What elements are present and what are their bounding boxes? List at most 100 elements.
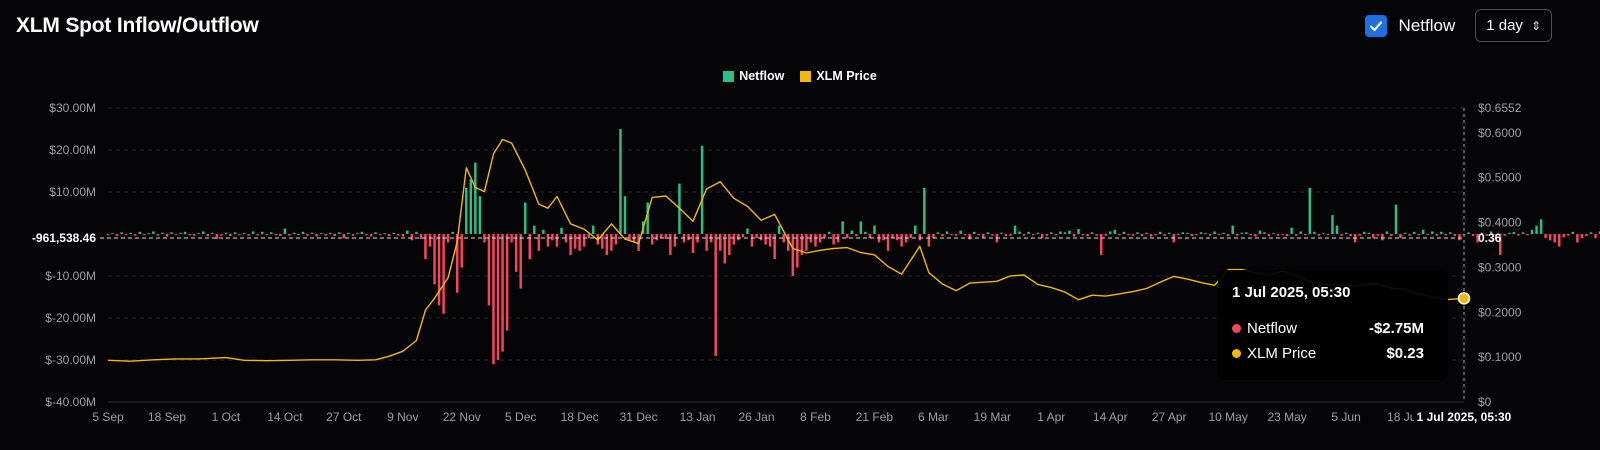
netflow-bar [1408,234,1411,236]
x-tick-label: 14 Oct [267,410,303,424]
netflow-bar [1231,225,1234,234]
netflow-bar [1349,234,1352,237]
netflow-bar [1322,233,1325,235]
netflow-bar [1426,234,1429,235]
netflow-bar [324,234,327,236]
netflow-bar [397,234,400,236]
legend-item-price[interactable]: XLM Price [800,69,877,83]
netflow-bar [519,234,522,289]
netflow-bar [1580,234,1584,239]
netflow-bar [1240,232,1244,234]
netflow-bar [1059,231,1062,234]
netflow-bar [1512,231,1516,234]
netflow-bar [1154,234,1157,236]
netflow-bar [791,234,795,276]
netflow-bar [1557,234,1561,247]
netflow-bar [528,234,532,260]
netflow-bar [1267,234,1271,237]
netflow-bar [220,234,223,236]
netflow-checkbox[interactable] [1364,14,1387,37]
netflow-bar [279,234,282,237]
netflow-bar [1131,234,1135,236]
netflow-bar [1526,234,1529,236]
netflow-bar [818,234,822,243]
netflow-bar [1090,232,1094,234]
tooltip-dot-netflow [1232,324,1241,333]
netflow-bar [1412,231,1416,234]
netflow-bar [868,234,872,239]
up-down-chevron-icon: ⇕ [1530,18,1541,33]
netflow-bar [1063,232,1067,234]
netflow-bar [143,234,146,236]
netflow-bar [201,231,205,234]
netflow-bar [478,196,482,234]
netflow-bar [714,234,717,356]
netflow-bar [1435,234,1439,236]
netflow-bar [982,234,985,238]
netflow-bar [787,234,790,251]
netflow-bar [523,202,527,234]
netflow-bar [1403,232,1407,234]
netflow-bar [374,232,377,234]
netflow-bar [1376,234,1380,236]
netflow-bar [256,234,259,236]
netflow-bar [1548,234,1552,241]
tooltip-date: 1 Jul 2025, 05:30 [1232,284,1351,301]
netflow-bar [265,234,268,235]
y-left-tick-label: $-10.00M [45,269,96,283]
netflow-bar [365,234,368,236]
netflow-bar [378,234,382,236]
netflow-bar [886,234,890,251]
netflow-bar [1362,231,1366,234]
netflow-bar [1104,234,1107,236]
tooltip-row-netflow: Netflow -$2.75M [1232,320,1424,337]
netflow-bar [274,234,278,236]
y-right-tick-label: $0.1000 [1478,350,1522,364]
legend-item-netflow[interactable]: Netflow [723,69,784,83]
x-tick-label: 8 Feb [800,410,831,424]
netflow-bar [1213,231,1216,234]
netflow-bar [120,232,123,234]
legend-label-price: XLM Price [816,69,877,83]
netflow-bar [932,234,935,239]
netflow-bar [542,229,545,234]
netflow-bar [660,234,663,239]
netflow-bar [1263,232,1266,234]
netflow-bar [1394,204,1398,234]
netflow-bar [1453,234,1457,237]
netflow-bar [410,234,414,241]
netflow-bar [923,187,926,234]
x-tick-label: 27 Oct [326,410,362,424]
y-right-tick-label: $0.6000 [1478,126,1522,140]
netflow-bar [1294,234,1298,236]
netflow-bar [1109,231,1112,234]
netflow-checkbox-label[interactable]: Netflow [1398,15,1456,35]
legend-swatch-price [800,70,812,82]
netflow-bar [129,232,132,234]
tooltip-label-price: XLM Price [1247,345,1317,362]
netflow-bar [433,234,436,285]
netflow-bar [392,232,395,234]
netflow-bar [1068,230,1071,234]
netflow-bar [546,234,550,247]
netflow-bar [1308,187,1312,234]
netflow-bar [1440,231,1443,234]
netflow-bar [1485,234,1488,236]
netflow-bar [1000,232,1003,234]
netflow-bar [1313,231,1316,234]
x-tick-label: 27 Apr [1152,410,1187,424]
netflow-bar [1381,234,1384,241]
netflow-bar [1122,231,1126,234]
netflow-bar [741,234,745,238]
x-tick-label: 5 Jun [1331,410,1360,424]
netflow-bar [446,234,450,243]
netflow-bar [1471,234,1475,237]
x-tick-label: 18 Dec [561,410,599,424]
x-tick-label: 21 Feb [856,410,894,424]
price-hover-point [1457,292,1471,305]
netflow-bar [805,234,808,251]
interval-select[interactable]: 1 day ⇕ [1475,9,1552,42]
netflow-bar [1317,234,1321,236]
netflow-bar [664,234,668,240]
